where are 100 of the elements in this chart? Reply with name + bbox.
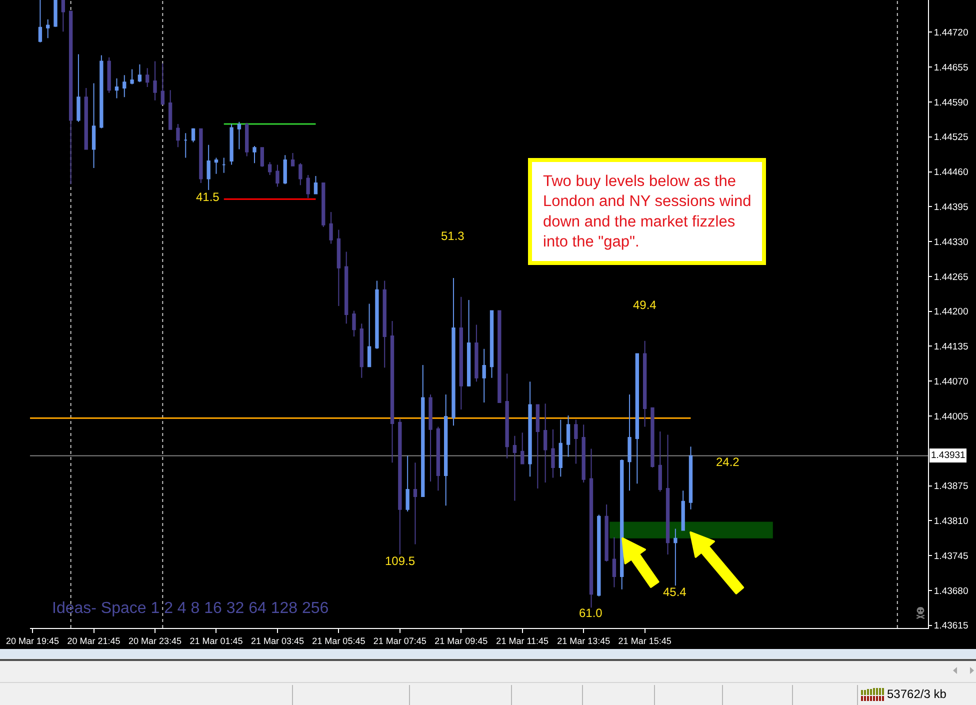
- candlestick: [459, 296, 463, 410]
- candlestick: [61, 0, 65, 32]
- candlestick: [674, 528, 678, 586]
- annotation: Ideas- Space 1 2 4 8 16 32 64 128 256: [52, 600, 329, 617]
- y-tick-label: 1.44460: [934, 167, 968, 178]
- candlestick: [68, 10, 73, 185]
- candlestick: [536, 404, 540, 489]
- candlestick: [184, 132, 188, 158]
- y-tick-label: 1.43680: [934, 586, 968, 597]
- candlestick: [237, 121, 242, 150]
- candlestick: [558, 419, 562, 478]
- candlestick: [421, 364, 425, 497]
- candlestick: [398, 418, 402, 555]
- annotation: Two buy levels below as the London and NY sessions wind down and the market fizzles into the "gap".: [543, 173, 752, 250]
- candlestick: [352, 310, 356, 338]
- candlestick: [191, 128, 196, 143]
- candlestick: [604, 504, 608, 562]
- candlestick: [206, 144, 210, 191]
- candlestick: [612, 536, 616, 588]
- candlestick: [406, 455, 410, 512]
- candlestick: [505, 373, 509, 459]
- candlestick: [642, 340, 647, 428]
- y-tick-label: 1.44395: [934, 202, 968, 213]
- candlestick: [329, 212, 333, 244]
- candlestick: [176, 123, 180, 148]
- candlestick: [298, 162, 302, 186]
- candlestick: [681, 490, 685, 531]
- candlestick: [589, 448, 594, 608]
- candlestick: [230, 123, 234, 166]
- candlestick: [474, 324, 478, 382]
- candlestick: [283, 154, 287, 185]
- candlestick: [76, 54, 80, 122]
- candlestick: [92, 82, 96, 168]
- y-tick-label: 1.44525: [934, 132, 968, 144]
- candlestick: [628, 394, 632, 492]
- candlestick: [153, 60, 157, 101]
- candlestick: [322, 182, 326, 228]
- candlestick: [306, 174, 310, 199]
- candlestick: [635, 353, 640, 484]
- candlestick: [382, 280, 386, 368]
- x-tick-label: 21 Mar 15:45: [618, 636, 672, 646]
- y-tick-label: 1.44265: [934, 272, 968, 283]
- candlestick: [466, 300, 471, 387]
- annotation: 49.4: [633, 298, 657, 312]
- y-tick-label: 1.44655: [934, 62, 968, 74]
- y-tick-label: 1.44070: [934, 376, 968, 388]
- x-tick-label: 20 Mar 19:45: [6, 636, 60, 646]
- candlestick: [444, 394, 448, 506]
- candlestick: [252, 146, 256, 164]
- y-tick-label: 1.44330: [934, 236, 968, 248]
- candlestick: [566, 414, 570, 458]
- candlestick: [574, 419, 578, 464]
- candlestick: [214, 157, 218, 174]
- candlestick: [245, 122, 249, 157]
- ref-line-label: 1.43931: [931, 450, 966, 461]
- candlestick: [482, 348, 486, 404]
- candlestick: [38, 0, 42, 43]
- candlestick: [360, 323, 364, 378]
- x-tick-label: 21 Mar 07:45: [373, 636, 426, 646]
- candlestick: [199, 128, 203, 184]
- candlestick: [168, 90, 172, 130]
- candlestick: [130, 68, 134, 85]
- candlestick: [658, 431, 662, 492]
- candlestick: [620, 458, 624, 590]
- candlestick: [528, 381, 532, 478]
- x-tick-label: 20 Mar 23:45: [128, 636, 182, 646]
- candlestick: [413, 462, 418, 545]
- candlestick: [666, 434, 670, 555]
- annotation: 109.5: [385, 554, 416, 568]
- annotation: 24.2: [716, 455, 740, 469]
- x-tick-label: 21 Mar 09:45: [434, 636, 488, 646]
- candlestick: [688, 446, 693, 510]
- candlestick: [54, 0, 58, 28]
- candlestick: [551, 428, 555, 478]
- candlestick: [100, 54, 104, 129]
- y-tick-label: 1.44720: [934, 28, 968, 39]
- candlestick: [582, 424, 586, 484]
- annotation: 41.5: [196, 190, 220, 204]
- y-tick-label: 1.43615: [934, 620, 968, 632]
- candlestick: [122, 74, 126, 98]
- candlestick: [375, 280, 379, 350]
- candlestick: [498, 310, 502, 404]
- y-tick-label: 1.44590: [934, 97, 968, 108]
- candlestick: [146, 68, 150, 88]
- y-tick-label: 1.44135: [934, 342, 968, 353]
- candlestick: [336, 229, 341, 306]
- candlestick: [290, 152, 295, 166]
- annotation: 45.4: [663, 585, 687, 599]
- candlestick: [512, 435, 517, 502]
- candlestick: [160, 62, 164, 105]
- x-tick-label: 21 Mar 13:45: [557, 636, 610, 646]
- candlestick: [276, 164, 280, 188]
- candlestick: [452, 278, 456, 426]
- candlestick: [114, 78, 119, 99]
- candlestick: [268, 162, 272, 176]
- x-tick-label: 20 Mar 21:45: [67, 636, 120, 646]
- y-tick-label: 1.43745: [934, 550, 968, 562]
- y-tick-label: 1.43875: [934, 481, 968, 492]
- candlestick: [543, 403, 548, 484]
- y-tick-label: 1.44005: [934, 411, 968, 422]
